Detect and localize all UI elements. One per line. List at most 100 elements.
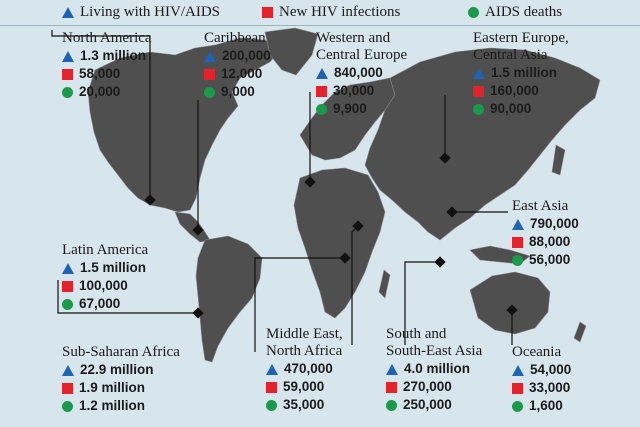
region-south-east-asia: South and South-East Asia 4.0 million 27…: [386, 326, 482, 414]
circle-icon: [62, 86, 73, 98]
marker-north-america: [144, 194, 156, 206]
square-icon: [62, 280, 73, 292]
legend-new: New HIV infections: [262, 4, 400, 21]
triangle-icon: [204, 50, 216, 62]
square-icon: [316, 85, 327, 97]
circle-icon: [473, 103, 484, 115]
legend-living-label: Living with HIV/AIDS: [80, 4, 220, 20]
new-value: 100,000: [79, 278, 128, 293]
deaths-value: 35,000: [283, 397, 325, 412]
circle-icon: [62, 400, 73, 412]
region-name-line1: Middle East,: [266, 326, 343, 342]
marker-oceania: [506, 304, 518, 316]
deaths-value: 250,000: [403, 397, 452, 412]
marker-western-europe: [304, 176, 316, 188]
region-sub-saharan: Sub-Saharan Africa 22.9 million 1.9 mill…: [62, 344, 180, 415]
triangle-icon: [62, 7, 74, 18]
legend-new-label: New HIV infections: [279, 4, 401, 20]
new-value: 59,000: [283, 379, 325, 394]
deaths-value: 9,000: [221, 84, 255, 99]
region-eastern-europe: Eastern Europe, Central Asia 1.5 million…: [473, 30, 569, 118]
triangle-icon: [386, 363, 398, 375]
leader-south-east-asia: [404, 261, 440, 345]
marker-sub-saharan: [339, 252, 351, 264]
region-name: East Asia: [512, 198, 569, 214]
square-icon: [204, 68, 215, 80]
landmass-japan: [551, 144, 566, 176]
new-value: 33,000: [529, 380, 571, 395]
triangle-icon: [266, 363, 278, 375]
circle-icon: [468, 7, 479, 18]
circle-icon: [512, 400, 523, 412]
deaths-value: 56,000: [529, 252, 571, 267]
square-icon: [266, 381, 277, 393]
region-name-line2: Central Asia: [473, 47, 548, 63]
region-name-line1: Western and: [316, 30, 391, 46]
deaths-value: 67,000: [79, 296, 121, 311]
square-icon: [512, 382, 523, 394]
living-value: 470,000: [284, 361, 333, 376]
deaths-value: 20,000: [79, 84, 121, 99]
circle-icon: [512, 254, 523, 266]
landmass-north-america: [87, 37, 281, 213]
circle-icon: [266, 399, 277, 411]
living-value: 22.9 million: [80, 362, 154, 377]
triangle-icon: [512, 218, 524, 230]
landmass-asia: [364, 47, 601, 241]
triangle-icon: [62, 262, 74, 274]
region-name-line2: South-East Asia: [386, 343, 483, 359]
triangle-icon: [473, 67, 485, 79]
region-name-line2: North Africa: [266, 343, 343, 359]
region-east-asia: East Asia 790,000 88,000 56,000: [512, 198, 579, 269]
new-value: 88,000: [529, 234, 571, 249]
marker-south-east-asia: [434, 256, 446, 268]
living-value: 1.5 million: [491, 65, 558, 80]
region-middle-east: Middle East, North Africa 470,000 59,000…: [266, 326, 343, 414]
new-value: 12,000: [221, 66, 263, 81]
living-value: 4.0 million: [404, 361, 471, 376]
landmass-madagascar: [378, 269, 391, 299]
landmass-australia: [469, 271, 551, 335]
circle-icon: [316, 103, 327, 115]
region-name: Oceania: [512, 344, 562, 360]
region-name: Caribbean: [204, 30, 266, 46]
triangle-icon: [316, 67, 328, 79]
marker-east-asia: [446, 206, 458, 218]
living-value: 200,000: [222, 48, 271, 63]
region-latin-america: Latin America 1.5 million 100,000 67,000: [62, 242, 148, 313]
square-icon: [262, 7, 273, 18]
circle-icon: [204, 86, 215, 98]
region-name-line2: Central Europe: [316, 47, 408, 63]
leader-sub-saharan: [254, 257, 345, 352]
living-value: 790,000: [530, 216, 579, 231]
triangle-icon: [62, 364, 74, 376]
legend-deaths: AIDS deaths: [468, 4, 562, 21]
landmass-south-america: [195, 235, 263, 363]
deaths-value: 90,000: [490, 101, 532, 116]
region-name-line1: South and: [386, 326, 447, 342]
legend: Living with HIV/AIDS New HIV infections …: [0, 0, 640, 26]
triangle-icon: [62, 50, 74, 62]
legend-living: Living with HIV/AIDS: [62, 4, 220, 21]
landmass-africa: [293, 167, 386, 319]
landmass-greenland: [264, 27, 319, 76]
region-name: Sub-Saharan Africa: [62, 344, 180, 360]
legend-deaths-label: AIDS deaths: [485, 4, 563, 20]
new-value: 1.9 million: [79, 380, 146, 395]
living-value: 54,000: [530, 362, 572, 377]
region-name: North America: [62, 30, 152, 46]
living-value: 840,000: [334, 65, 383, 80]
square-icon: [62, 382, 73, 394]
deaths-value: 9,900: [333, 101, 367, 116]
region-name: Latin America: [62, 242, 149, 258]
circle-icon: [62, 298, 73, 310]
new-value: 160,000: [490, 83, 539, 98]
leader-latin-america: [57, 280, 198, 314]
region-name-line1: Eastern Europe,: [473, 30, 569, 46]
living-value: 1.5 million: [80, 260, 147, 275]
region-western-europe: Western and Central Europe 840,000 30,00…: [316, 30, 407, 118]
marker-caribbean: [192, 224, 204, 236]
marker-middle-east: [352, 220, 364, 232]
